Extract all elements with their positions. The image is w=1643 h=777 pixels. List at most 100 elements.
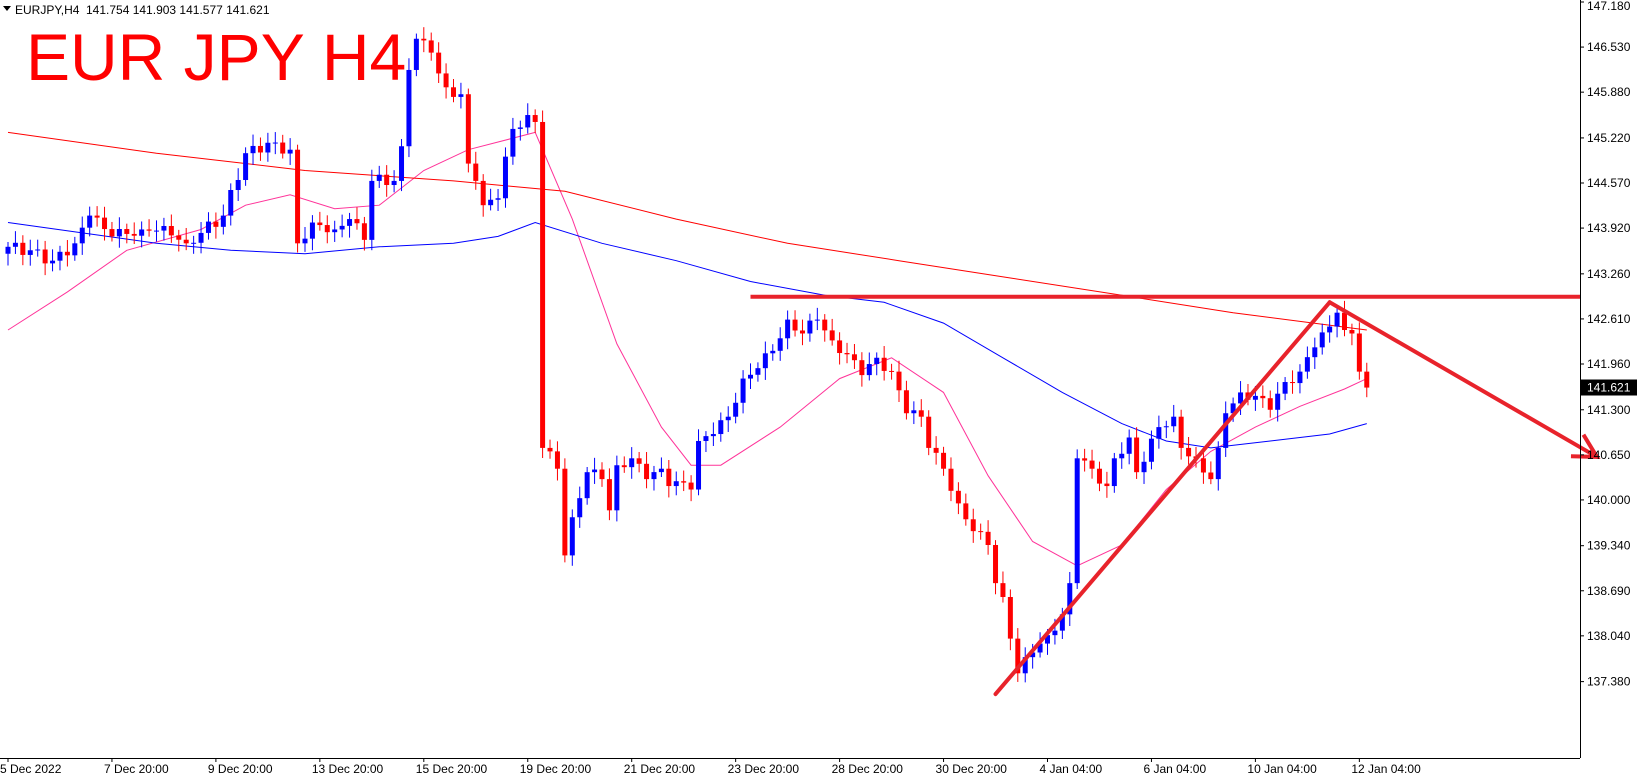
candle-body [309,222,315,239]
candle [777,327,783,361]
candle-body [1045,635,1050,644]
arrow-head-icon [1570,433,1601,460]
y-tick-label: 147.180 [1587,0,1631,13]
candle-body [614,465,620,511]
candle-body [517,127,523,129]
candle-body [681,481,687,483]
candle-body [35,249,41,251]
candle [79,216,85,255]
candle [681,470,687,492]
candle [1267,390,1273,418]
candle-body [859,360,865,376]
candle-body [733,402,739,417]
candle-body [1260,395,1266,399]
candle-body [926,416,932,448]
candle [243,147,249,186]
candle [27,239,33,266]
candle-body [272,142,278,144]
candle [1334,306,1340,338]
candle-body [1208,472,1214,480]
candle-body [213,221,219,227]
candle [710,422,716,446]
candle-body [57,251,63,261]
candle-body [1111,458,1117,487]
candle-body [1015,638,1021,674]
chevron-down-icon[interactable] [3,6,11,11]
candle-body [792,319,798,331]
candle [740,370,746,414]
candle-body [198,232,204,243]
candle [287,138,293,165]
candle-body [978,531,984,533]
candle-body [993,544,999,584]
candle-body [762,353,768,369]
candle-body [361,223,367,240]
candle [993,540,999,595]
candle-body [1074,458,1080,584]
candle [948,457,954,502]
y-tick-label: 138.690 [1587,584,1631,598]
candle-body [658,468,664,473]
candle [1007,589,1013,651]
candle [1119,442,1125,469]
candle [295,144,301,253]
candle [1342,300,1347,337]
candle-body [146,229,152,231]
candle [851,344,857,369]
candle [673,471,679,496]
candle-body [488,199,494,206]
candle [978,523,984,540]
candle [911,401,917,425]
candle [1208,461,1214,485]
candle-body [1275,393,1281,410]
candle-body [785,319,791,339]
candle-body [64,251,70,256]
candle-body [1030,652,1036,658]
candle-body [911,410,917,414]
candle [376,165,382,188]
candle-body [1126,437,1132,454]
candle-body [1215,447,1221,480]
candle [458,82,464,109]
candle-body [770,350,776,354]
x-tick-label: 28 Dec 20:00 [832,762,904,776]
candle-body [421,38,427,41]
candle-body [1230,403,1236,414]
candle [488,188,494,211]
candle [903,380,909,420]
candle [42,240,48,276]
candle-body [243,153,249,180]
candle [837,332,843,365]
candle [495,189,501,212]
candle-body [94,215,100,218]
candle-body [20,242,26,255]
candle [510,117,516,165]
candle [109,221,115,242]
candle [1111,452,1117,493]
candle [406,58,412,158]
candle-body [896,371,902,391]
candle-body [205,221,211,233]
candle-body [79,227,85,244]
candle [629,447,635,479]
candle [5,241,11,266]
candle [384,165,390,197]
chart-overlay-title: EUR JPY H4 [26,20,406,94]
candle-body [228,190,234,216]
candle-body [443,73,449,88]
y-tick-label: 144.570 [1587,176,1631,190]
candle-body [369,180,375,240]
candle [1304,346,1310,379]
candle [889,363,895,380]
candle-body [109,229,115,237]
candle [443,63,449,99]
candle-body [428,40,434,53]
candle [1319,323,1325,355]
candle [1260,385,1266,408]
candle [933,436,939,465]
candle-body [1007,597,1013,639]
candle-body [324,225,330,233]
y-tick-label: 137.380 [1587,675,1631,689]
candle [1126,429,1132,465]
